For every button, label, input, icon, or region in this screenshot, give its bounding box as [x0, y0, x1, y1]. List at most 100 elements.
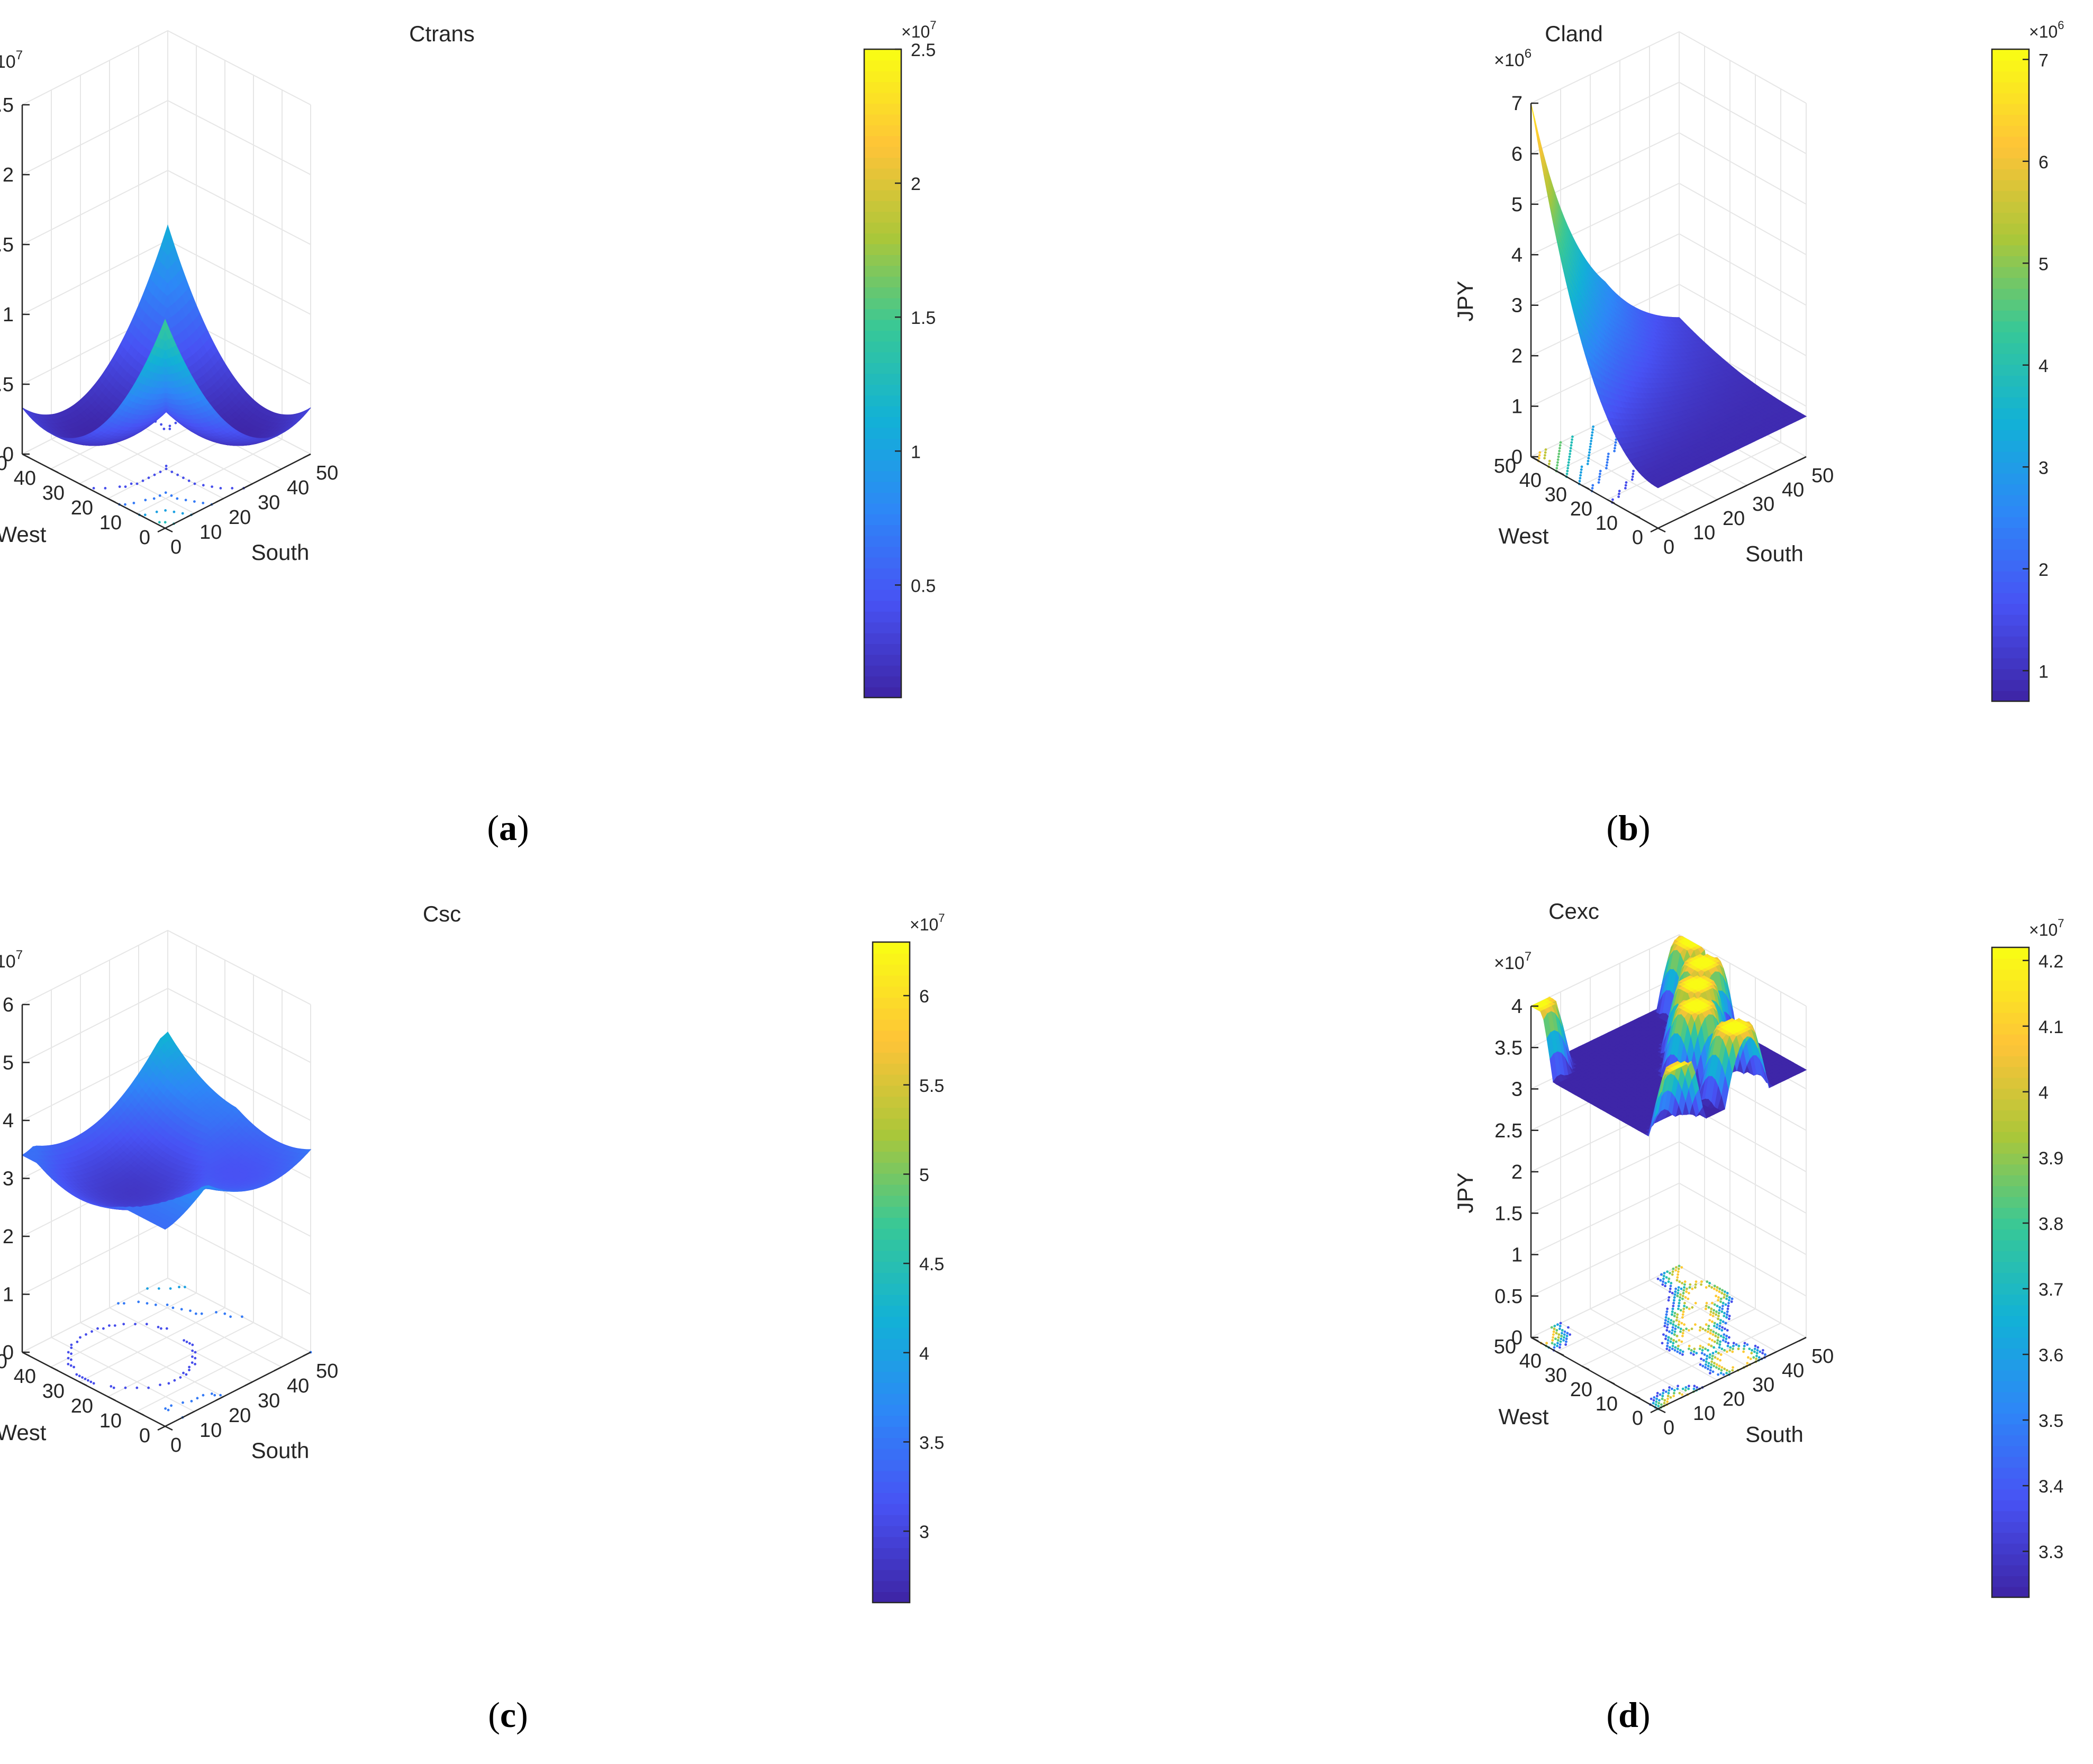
axis-lines: [21, 104, 311, 533]
contour-dot: [1580, 471, 1582, 474]
colorbar-band: [864, 665, 901, 677]
grid-z-5: [22, 30, 311, 105]
contour-dot: [1592, 425, 1594, 428]
colorbar-band: [864, 686, 901, 698]
colorbar-band: [1992, 93, 2029, 104]
west-tick-0: [165, 527, 173, 533]
contour-dot: [182, 1401, 184, 1404]
colorbar-band: [1992, 342, 2029, 354]
colorbar-band: [1992, 49, 2029, 61]
contour-dot: [1570, 441, 1573, 444]
grid-floor-west-40: [50, 1292, 197, 1368]
grid-floor-south-10: [51, 1337, 195, 1412]
contour-dot: [211, 485, 213, 488]
west-tick-40: [50, 468, 59, 474]
contour-dot: [92, 487, 95, 490]
contour-dot: [1580, 468, 1583, 471]
contour-dot: [174, 421, 177, 424]
colorbar-band: [864, 297, 901, 309]
contour-dot: [1538, 454, 1541, 457]
contour-dot: [155, 510, 158, 513]
contour-dot: [189, 1309, 192, 1312]
z-tick-label-0: 0: [1511, 446, 1523, 468]
grid-floor-west-10: [136, 439, 283, 514]
contour-dot: [85, 1333, 87, 1336]
colorbar-band: [1992, 484, 2029, 495]
contour-dot: [1570, 444, 1573, 447]
contour-dot: [1548, 459, 1551, 463]
contour-dot: [1615, 438, 1618, 441]
colorbar-band: [1992, 408, 2029, 420]
colorbar-band: [864, 395, 901, 406]
contour-dot: [1630, 478, 1634, 481]
contour-dot: [1625, 481, 1628, 484]
colorbar-band: [1992, 571, 2029, 583]
contour-dot: [1566, 469, 1569, 473]
contour-dot: [182, 476, 185, 480]
chart-title: Ctrans: [409, 21, 475, 46]
west-tick-10: [136, 512, 144, 518]
contour-level-4: [1565, 435, 1574, 478]
west-tick-10: [1632, 513, 1641, 519]
colorbar-band: [1992, 71, 2029, 83]
contour-dot: [102, 1327, 105, 1330]
contour-dot: [1632, 473, 1635, 475]
colorbar-band: [1992, 636, 2029, 648]
colorbar-band: [864, 427, 901, 439]
south-tick-label-50: 50: [1811, 465, 1834, 487]
contour-dot: [124, 485, 127, 488]
surface-ctrans: [22, 224, 311, 446]
z-tick-label-6: 6: [1511, 143, 1523, 165]
surface-cland: [1530, 103, 1807, 489]
colorbar-tick-label-7: 7: [2038, 50, 2049, 70]
contour-dot: [210, 1392, 213, 1395]
colorbar-band: [864, 200, 901, 212]
contour-dot: [160, 423, 162, 426]
contour-dot: [158, 521, 161, 524]
colorbar-band: [1992, 690, 2029, 702]
grid-floor-west-20: [107, 1322, 254, 1397]
z-tick-label-4: 4: [1511, 244, 1523, 266]
grid-z-4: [1530, 183, 1807, 256]
west-axis-title: West: [0, 522, 47, 547]
contour-dot: [123, 1302, 125, 1305]
contour-dot: [75, 1373, 78, 1376]
contour-dot: [181, 512, 184, 515]
colorbar-band: [1992, 440, 2029, 452]
colorbar-band: [864, 179, 901, 191]
colorbar-band: [864, 49, 901, 61]
contour-level-3: [146, 1286, 186, 1290]
z-multiplier-base: ×10: [1494, 50, 1525, 70]
south-tick-label-0: 0: [1663, 536, 1674, 558]
south-tick-0: [157, 527, 166, 533]
contour-dot: [89, 1380, 93, 1383]
grid-floor-south-30: [109, 1307, 253, 1382]
contour-dot: [165, 1327, 168, 1330]
colorbar-band: [1992, 625, 2029, 637]
z-tick-label-0: 0: [3, 444, 14, 466]
colorbar-band: [1992, 549, 2029, 561]
contour-dot: [90, 1330, 93, 1333]
colorbar-band: [1992, 212, 2029, 224]
colorbar-band: [864, 373, 901, 385]
contour-dot: [1559, 444, 1562, 447]
contour-dot: [132, 502, 135, 504]
colorbar-band: [1992, 603, 2029, 615]
contour-dot: [79, 1336, 81, 1339]
south-tick-label-20: 20: [1723, 508, 1745, 530]
contour-dot: [70, 1352, 73, 1355]
contour-dot: [1587, 459, 1590, 463]
contour-dot: [110, 1385, 113, 1388]
contour-dot: [1614, 444, 1617, 447]
contour-dot: [173, 510, 176, 513]
west-tick-40: [1556, 470, 1564, 476]
colorbar-band: [1992, 158, 2029, 169]
colorbar-band: [864, 459, 901, 472]
grid-z-5: [1530, 132, 1807, 205]
contour-dot: [1559, 441, 1562, 444]
grid-z-6: [22, 929, 311, 1005]
contour-dot: [176, 473, 179, 476]
contour-dot: [168, 424, 171, 428]
south-axis-title: South: [1745, 541, 1804, 566]
contour-dot: [1614, 441, 1617, 444]
